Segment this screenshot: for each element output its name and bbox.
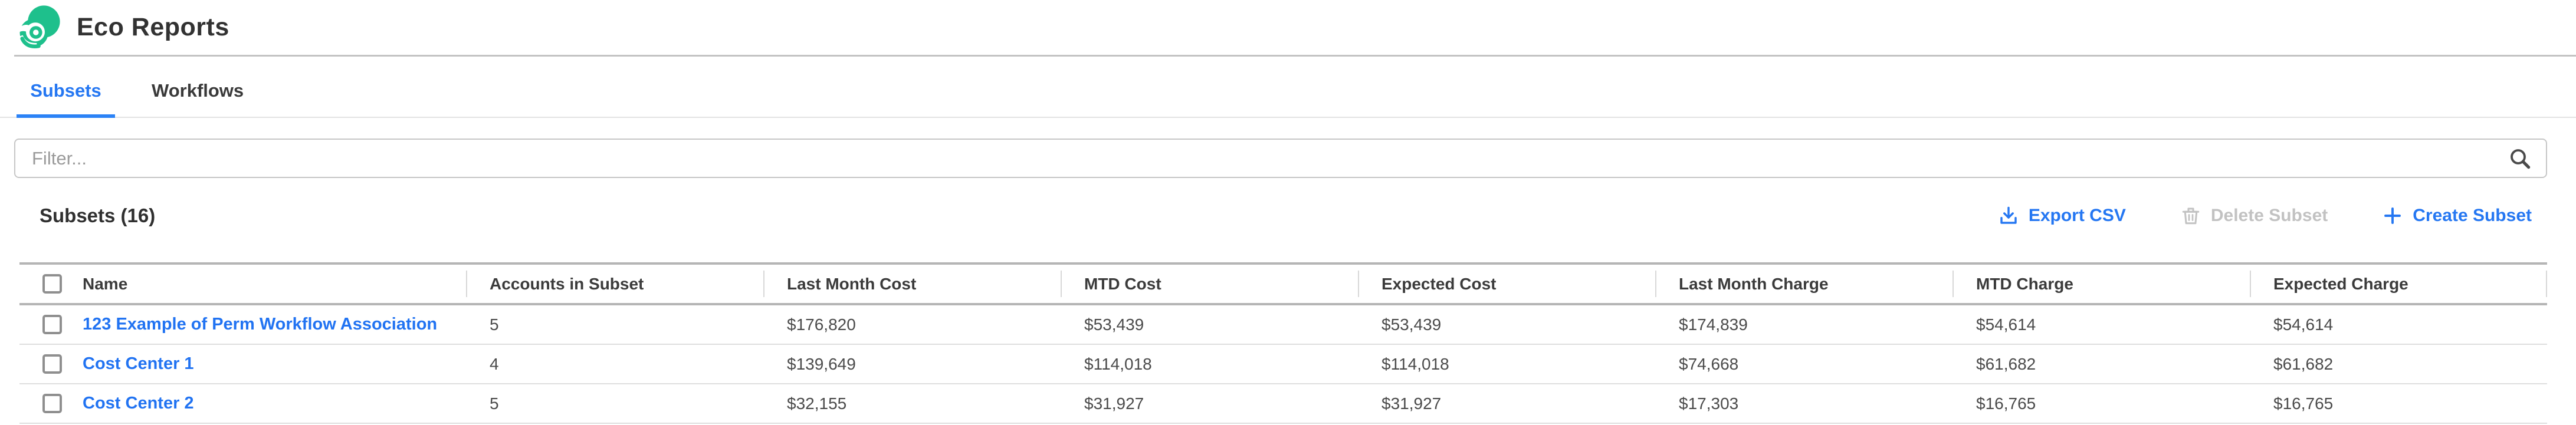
download-icon [2000, 206, 2017, 224]
export-csv-label: Export CSV [2028, 206, 2126, 225]
header-divider [14, 55, 2576, 57]
cell-mtd-charge: $61,682 [1976, 354, 2036, 373]
table-header-row: Name Accounts in Subset Last Month Cost … [19, 262, 2547, 305]
cell-expected-cost: $114,018 [1381, 354, 1449, 373]
create-subset-button[interactable]: Create Subset [2382, 205, 2532, 226]
tab-bar: Subsets Workflows [0, 57, 2576, 118]
table-row: Cost Center 1 4 $139,649 $114,018 $114,0… [19, 345, 2547, 384]
cell-last-month-cost: $32,155 [787, 394, 847, 413]
cell-last-month-charge: $74,668 [1679, 354, 1739, 373]
subsets-table: Name Accounts in Subset Last Month Cost … [19, 262, 2547, 424]
table-row: 123 Example of Perm Workflow Association… [19, 305, 2547, 345]
search-icon[interactable] [2508, 147, 2532, 170]
cell-expected-charge: $54,614 [2273, 315, 2334, 334]
filter-bar [14, 139, 2547, 178]
cell-last-month-charge: $17,303 [1679, 394, 1739, 413]
section-title: Subsets (16) [40, 205, 156, 226]
cell-mtd-charge: $16,765 [1976, 394, 2036, 413]
row-name-cell: Cost Center 1 [19, 354, 466, 374]
row-name-cell: Cost Center 2 [19, 394, 466, 413]
subset-name-link[interactable]: Cost Center 1 [83, 354, 194, 373]
column-header-accounts: Accounts in Subset [466, 265, 763, 303]
subset-name-link[interactable]: 123 Example of Perm Workflow Association [83, 315, 438, 334]
cell-mtd-charge: $54,614 [1976, 315, 2036, 334]
row-checkbox[interactable] [42, 315, 62, 334]
column-header-name: Name [83, 274, 128, 293]
cell-expected-charge: $61,682 [2273, 354, 2334, 373]
cell-accounts: 4 [490, 354, 499, 373]
column-header-mtd-charge: MTD Charge [1952, 265, 2250, 303]
cell-accounts: 5 [490, 394, 499, 413]
delete-subset-label: Delete Subset [2210, 206, 2328, 225]
cell-accounts: 5 [490, 315, 499, 334]
column-header-mtd-cost: MTD Cost [1061, 265, 1358, 303]
header-cell-name: Name [19, 265, 466, 303]
cell-expected-charge: $16,765 [2273, 394, 2334, 413]
page-title: Eco Reports [77, 13, 229, 41]
filter-input[interactable] [14, 139, 2547, 178]
select-all-checkbox[interactable] [42, 274, 62, 294]
row-checkbox[interactable] [42, 354, 62, 374]
tab-subsets[interactable]: Subsets [17, 80, 115, 118]
cell-last-month-charge: $174,839 [1679, 315, 1748, 334]
table-row: Cost Center 2 5 $32,155 $31,927 $31,927 … [19, 384, 2547, 424]
row-checkbox[interactable] [42, 394, 62, 413]
cell-mtd-cost: $114,018 [1084, 354, 1152, 373]
export-csv-button[interactable]: Export CSV [1998, 205, 2126, 226]
create-subset-label: Create Subset [2413, 206, 2532, 225]
trash-icon [2182, 207, 2200, 225]
cell-expected-cost: $53,439 [1381, 315, 1442, 334]
subset-name-link[interactable]: Cost Center 2 [83, 394, 194, 413]
cell-last-month-cost: $176,820 [787, 315, 856, 334]
column-header-expected-charge: Expected Charge [2250, 265, 2547, 303]
plus-icon [2384, 207, 2401, 224]
row-name-cell: 123 Example of Perm Workflow Association [19, 315, 466, 334]
column-header-last-month-charge: Last Month Charge [1655, 265, 1952, 303]
eco-swirl-logo-icon [19, 5, 60, 48]
column-header-expected-cost: Expected Cost [1358, 265, 1655, 303]
column-header-last-month-cost: Last Month Cost [763, 265, 1061, 303]
cell-mtd-cost: $53,439 [1084, 315, 1144, 334]
delete-subset-button[interactable]: Delete Subset [2180, 205, 2328, 226]
top-bar: Eco Reports [0, 0, 2576, 55]
table-actions: Export CSV Delete Subset Create Subset [1998, 205, 2532, 226]
cell-last-month-cost: $139,649 [787, 354, 856, 373]
section-header: Subsets (16) Export CSV Delete Subset [40, 203, 2532, 229]
tab-workflows[interactable]: Workflows [152, 80, 244, 101]
cell-mtd-cost: $31,927 [1084, 394, 1144, 413]
cell-expected-cost: $31,927 [1381, 394, 1442, 413]
